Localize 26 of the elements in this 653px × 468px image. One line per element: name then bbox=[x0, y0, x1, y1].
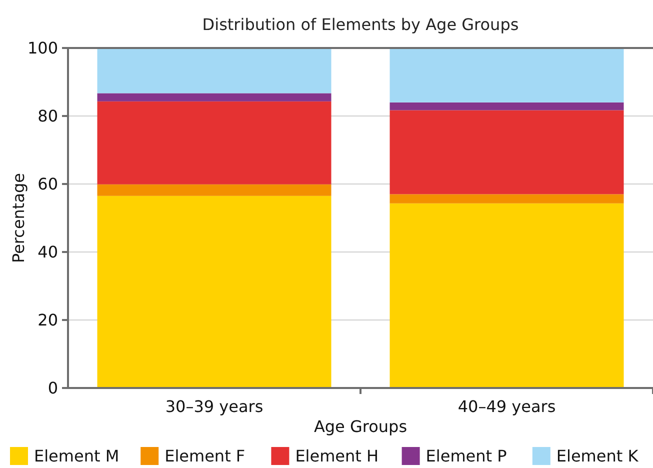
y-tick-label: 20 bbox=[38, 310, 58, 330]
bar bbox=[97, 48, 332, 94]
bar bbox=[97, 101, 332, 184]
bar bbox=[390, 203, 624, 388]
legend-label: Element F bbox=[164, 446, 246, 466]
bar bbox=[390, 110, 624, 194]
y-tick-label: 40 bbox=[38, 242, 58, 262]
chart-title: Distribution of Elements by Age Groups bbox=[202, 15, 519, 34]
x-tick-label: 40–49 years bbox=[458, 397, 556, 416]
x-tick-label: 30–39 years bbox=[165, 397, 264, 416]
y-tick-label: 80 bbox=[38, 106, 58, 126]
bar bbox=[97, 93, 332, 102]
y-axis-title: Percentage bbox=[9, 172, 28, 264]
legend-label: Element M bbox=[34, 446, 120, 466]
bar bbox=[97, 196, 332, 388]
legend-label: Element H bbox=[295, 446, 379, 466]
y-tick-label: 60 bbox=[38, 174, 58, 194]
legend-label: Element K bbox=[556, 446, 639, 466]
y-tick-label: 0 bbox=[48, 378, 58, 398]
legend-label: Element P bbox=[426, 446, 508, 466]
bar bbox=[390, 48, 624, 102]
bar bbox=[390, 102, 624, 110]
bar bbox=[390, 194, 624, 204]
y-tick-label: 100 bbox=[27, 38, 58, 58]
bar bbox=[97, 184, 332, 196]
x-axis-title: Age Groups bbox=[314, 417, 408, 436]
